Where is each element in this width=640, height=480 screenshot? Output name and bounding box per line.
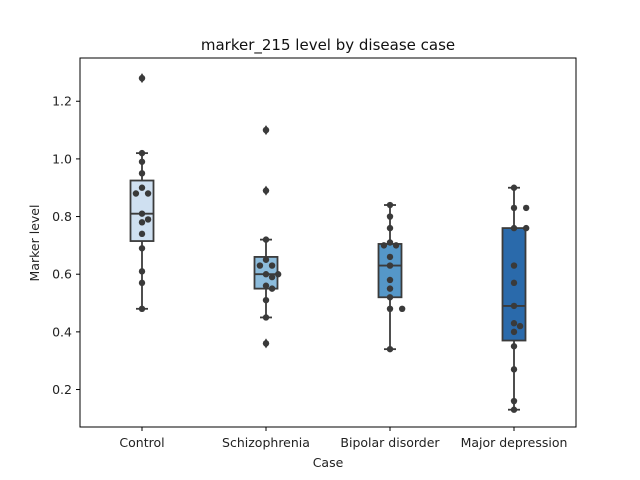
data-point bbox=[510, 328, 518, 336]
data-point bbox=[386, 239, 394, 246]
y-tick-label: 0.6 bbox=[52, 267, 72, 282]
x-axis: Control Schizophrenia Bipolar disorder Majo… bbox=[119, 427, 567, 450]
data-point bbox=[262, 236, 270, 243]
y-axis: 0.2 0.4 0.6 0.8 1.0 1.2 bbox=[52, 94, 80, 397]
data-point bbox=[510, 366, 518, 373]
data-point bbox=[138, 219, 146, 226]
box-4 bbox=[501, 186, 527, 411]
data-point bbox=[262, 271, 270, 278]
data-point bbox=[138, 74, 146, 82]
data-point bbox=[262, 340, 270, 347]
data-point bbox=[510, 279, 518, 287]
boxes-layer bbox=[129, 73, 527, 411]
data-point bbox=[268, 285, 276, 292]
data-point bbox=[274, 271, 282, 278]
data-point bbox=[138, 230, 146, 238]
y-tick-label: 1.2 bbox=[52, 94, 72, 109]
data-point bbox=[386, 294, 394, 301]
data-point bbox=[268, 262, 276, 269]
points-layer bbox=[132, 74, 530, 413]
data-point bbox=[138, 279, 146, 287]
data-point bbox=[510, 184, 518, 191]
data-point bbox=[386, 224, 394, 232]
data-point bbox=[386, 285, 394, 292]
y-tick-label: 0.4 bbox=[52, 324, 72, 339]
data-point bbox=[138, 184, 146, 191]
data-point bbox=[138, 245, 146, 252]
data-point bbox=[386, 305, 394, 313]
y-tick-label: 0.8 bbox=[52, 209, 72, 224]
data-point bbox=[386, 276, 394, 284]
data-point bbox=[386, 345, 394, 353]
data-point bbox=[510, 262, 518, 269]
data-point bbox=[262, 187, 270, 194]
data-point bbox=[262, 256, 270, 263]
plot-area-frame bbox=[79, 57, 577, 428]
data-point bbox=[510, 406, 518, 413]
x-tick-label: Control bbox=[119, 435, 164, 450]
data-point bbox=[256, 262, 264, 269]
x-axis-title: Case bbox=[313, 455, 344, 470]
data-point bbox=[144, 190, 152, 197]
data-point bbox=[262, 282, 270, 289]
data-point bbox=[398, 305, 406, 313]
y-tick-label: 0.2 bbox=[52, 382, 72, 397]
data-point bbox=[516, 322, 524, 330]
data-point bbox=[386, 213, 394, 220]
data-point bbox=[138, 149, 146, 157]
data-point bbox=[386, 201, 394, 209]
data-point bbox=[522, 224, 530, 232]
data-point bbox=[268, 273, 276, 281]
data-point bbox=[262, 314, 270, 321]
data-point bbox=[138, 305, 146, 313]
data-point bbox=[510, 320, 518, 327]
data-point bbox=[132, 190, 140, 197]
data-point bbox=[510, 204, 518, 212]
y-axis-title: Marker level bbox=[27, 205, 42, 282]
data-point bbox=[386, 253, 394, 261]
data-point bbox=[138, 210, 146, 217]
data-point bbox=[144, 216, 152, 223]
data-point bbox=[380, 242, 388, 249]
data-point bbox=[262, 126, 270, 134]
x-tick-label: Bipolar disorder bbox=[340, 435, 440, 450]
data-point bbox=[522, 204, 530, 212]
data-point bbox=[510, 302, 518, 310]
data-point bbox=[510, 343, 518, 350]
data-point bbox=[138, 158, 146, 165]
data-point bbox=[510, 397, 518, 405]
y-tick-label: 1.0 bbox=[52, 151, 72, 166]
chart-title: marker_215 level by disease case bbox=[201, 36, 455, 55]
data-point bbox=[138, 170, 146, 177]
data-point bbox=[262, 296, 270, 304]
x-tick-label: Schizophrenia bbox=[222, 435, 310, 450]
x-tick-label: Major depression bbox=[461, 435, 568, 450]
data-point bbox=[138, 268, 146, 275]
data-point bbox=[510, 224, 518, 232]
data-point bbox=[386, 262, 394, 269]
data-point bbox=[392, 242, 400, 249]
